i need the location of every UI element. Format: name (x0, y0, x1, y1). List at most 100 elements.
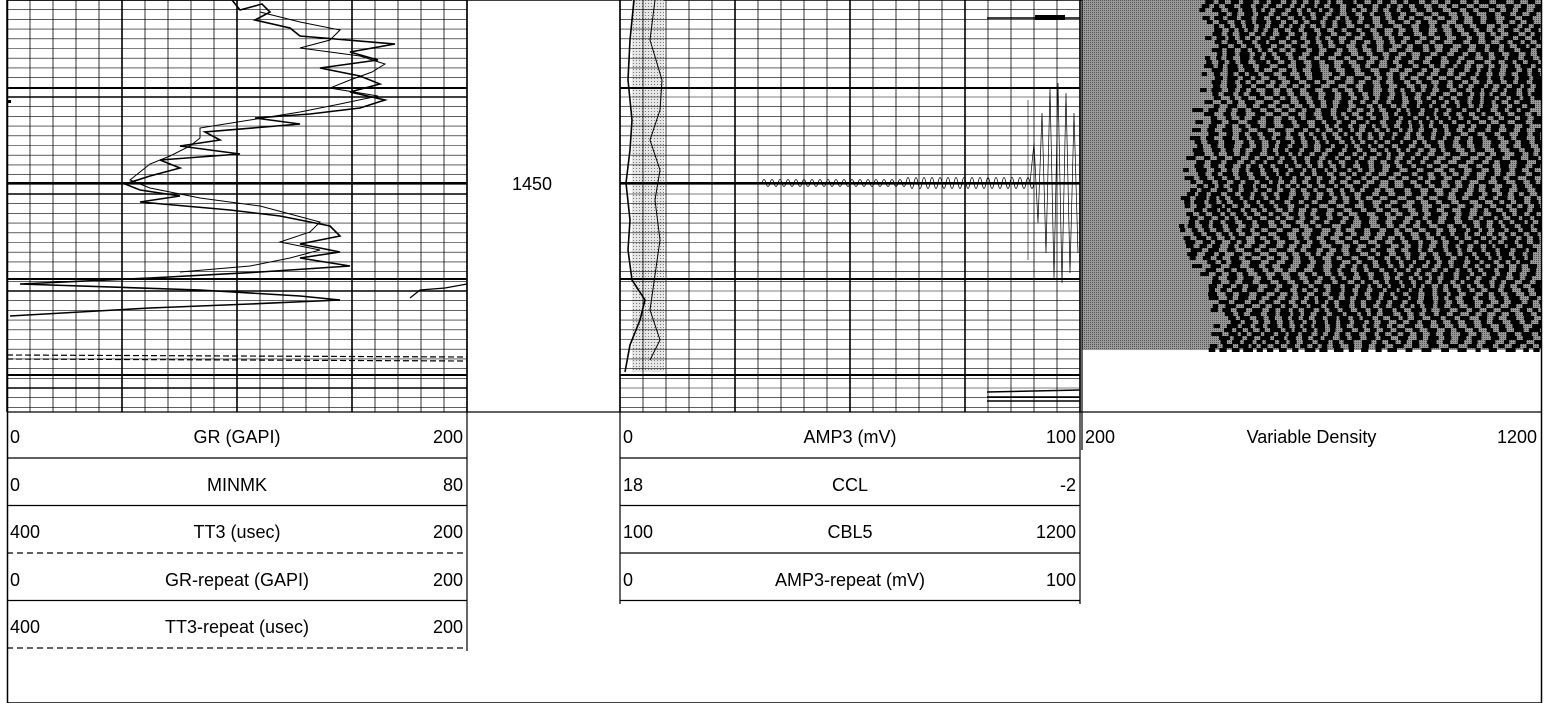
vdl-band (1282, 4, 1290, 8)
vdl-band (1362, 316, 1373, 320)
vdl-band (1486, 244, 1493, 248)
vdl-band (1388, 116, 1399, 120)
vdl-band (1412, 340, 1420, 344)
vdl-band (1222, 128, 1233, 132)
vdl-band (1514, 112, 1526, 116)
vdl-band (1271, 20, 1281, 24)
vdl-band (1496, 276, 1506, 280)
vdl-band (1372, 288, 1384, 292)
vdl-band (1511, 204, 1518, 208)
vdl-band (1315, 320, 1325, 324)
vdl-band (1425, 312, 1434, 316)
vdl-band (1322, 176, 1331, 180)
vdl-band (1187, 224, 1196, 228)
vdl-band (1526, 176, 1535, 180)
vdl-band (1360, 68, 1371, 72)
vdl-band (1284, 60, 1291, 64)
header-lines (7, 0, 1541, 651)
vdl-band (1245, 180, 1255, 184)
vdl-band (1374, 60, 1380, 64)
vdl-band (1302, 340, 1313, 344)
vdl-band (1399, 276, 1409, 280)
vdl-band (1259, 280, 1271, 284)
vdl-band (1340, 324, 1347, 328)
vdl-band (1270, 240, 1278, 244)
vdl-band (1446, 136, 1455, 140)
vdl-band (1472, 136, 1483, 140)
vdl-band (1410, 132, 1417, 136)
vdl-band (1443, 188, 1452, 192)
vdl-band (1265, 120, 1274, 124)
vdl-band (1179, 224, 1185, 228)
vdl-band (1308, 0, 1315, 4)
vdl-band (1517, 188, 1528, 192)
vdl-band (1390, 152, 1399, 156)
vdl-band (1379, 128, 1387, 132)
vdl-band (1472, 192, 1482, 196)
vdl-band (1437, 288, 1444, 292)
vdl-band (1296, 176, 1305, 180)
vdl-band (1199, 220, 1210, 224)
vdl-band (1518, 72, 1528, 76)
vdl-band (1248, 156, 1255, 160)
vdl-band (1247, 120, 1258, 124)
vdl-band (1266, 192, 1274, 196)
vdl-band (1202, 16, 1210, 20)
vdl-band (1370, 232, 1377, 236)
vdl-band (1239, 52, 1250, 56)
vdl-band (1355, 296, 1367, 300)
vdl-band (1451, 176, 1461, 180)
vdl-band (1214, 76, 1223, 80)
vdl-band (1423, 168, 1435, 172)
vdl-band (1532, 164, 1541, 168)
vdl-band (1343, 60, 1349, 64)
vdl-band (1448, 128, 1457, 132)
vdl-band (1453, 68, 1465, 72)
vdl-band (1285, 328, 1292, 332)
vdl-band (1529, 180, 1536, 184)
vdl-band (1216, 228, 1224, 232)
vdl-band (1430, 316, 1441, 320)
vdl-band (1296, 288, 1303, 292)
vdl-band (1411, 160, 1421, 164)
vdl-band (1494, 52, 1502, 56)
vdl-band (1382, 104, 1391, 108)
vdl-band (1468, 196, 1479, 200)
vdl-band (1534, 88, 1541, 92)
vdl-band (1421, 132, 1432, 136)
vdl-band (1522, 216, 1531, 220)
vdl-band (1523, 316, 1535, 320)
vdl-band (1507, 244, 1517, 248)
vdl-band (1411, 288, 1420, 292)
vdl-band (1404, 76, 1411, 80)
vdl-band (1243, 160, 1251, 164)
ccl-block (1035, 15, 1065, 20)
vdl-band (1502, 208, 1510, 212)
vdl-band (1492, 232, 1499, 236)
vdl-band (1437, 224, 1448, 228)
vdl-band (1483, 100, 1492, 104)
vdl-band (1274, 256, 1282, 260)
vdl-band (1358, 160, 1368, 164)
vdl-band (1383, 40, 1390, 44)
vdl-band (1307, 128, 1316, 132)
vdl-band (1396, 48, 1406, 52)
vdl-band (1426, 252, 1433, 256)
vdl-band (1506, 128, 1514, 132)
series-tt3-line (129, 11, 387, 273)
vdl-band (1190, 248, 1202, 252)
vdl-band (1421, 80, 1432, 84)
vdl-band (1426, 84, 1434, 88)
vdl-band (1410, 256, 1419, 260)
vdl-band (1439, 308, 1450, 312)
vdl-band (1364, 72, 1374, 76)
vdl-band (1331, 12, 1340, 16)
vdl-band (1500, 112, 1508, 116)
vdl-band (1473, 244, 1481, 248)
vdl-band (1350, 260, 1357, 264)
vdl-band (1322, 8, 1330, 12)
vdl-band (1290, 184, 1297, 188)
vdl-band (1330, 228, 1336, 232)
vdl-band (1440, 264, 1450, 268)
vdl-band (1414, 200, 1421, 204)
